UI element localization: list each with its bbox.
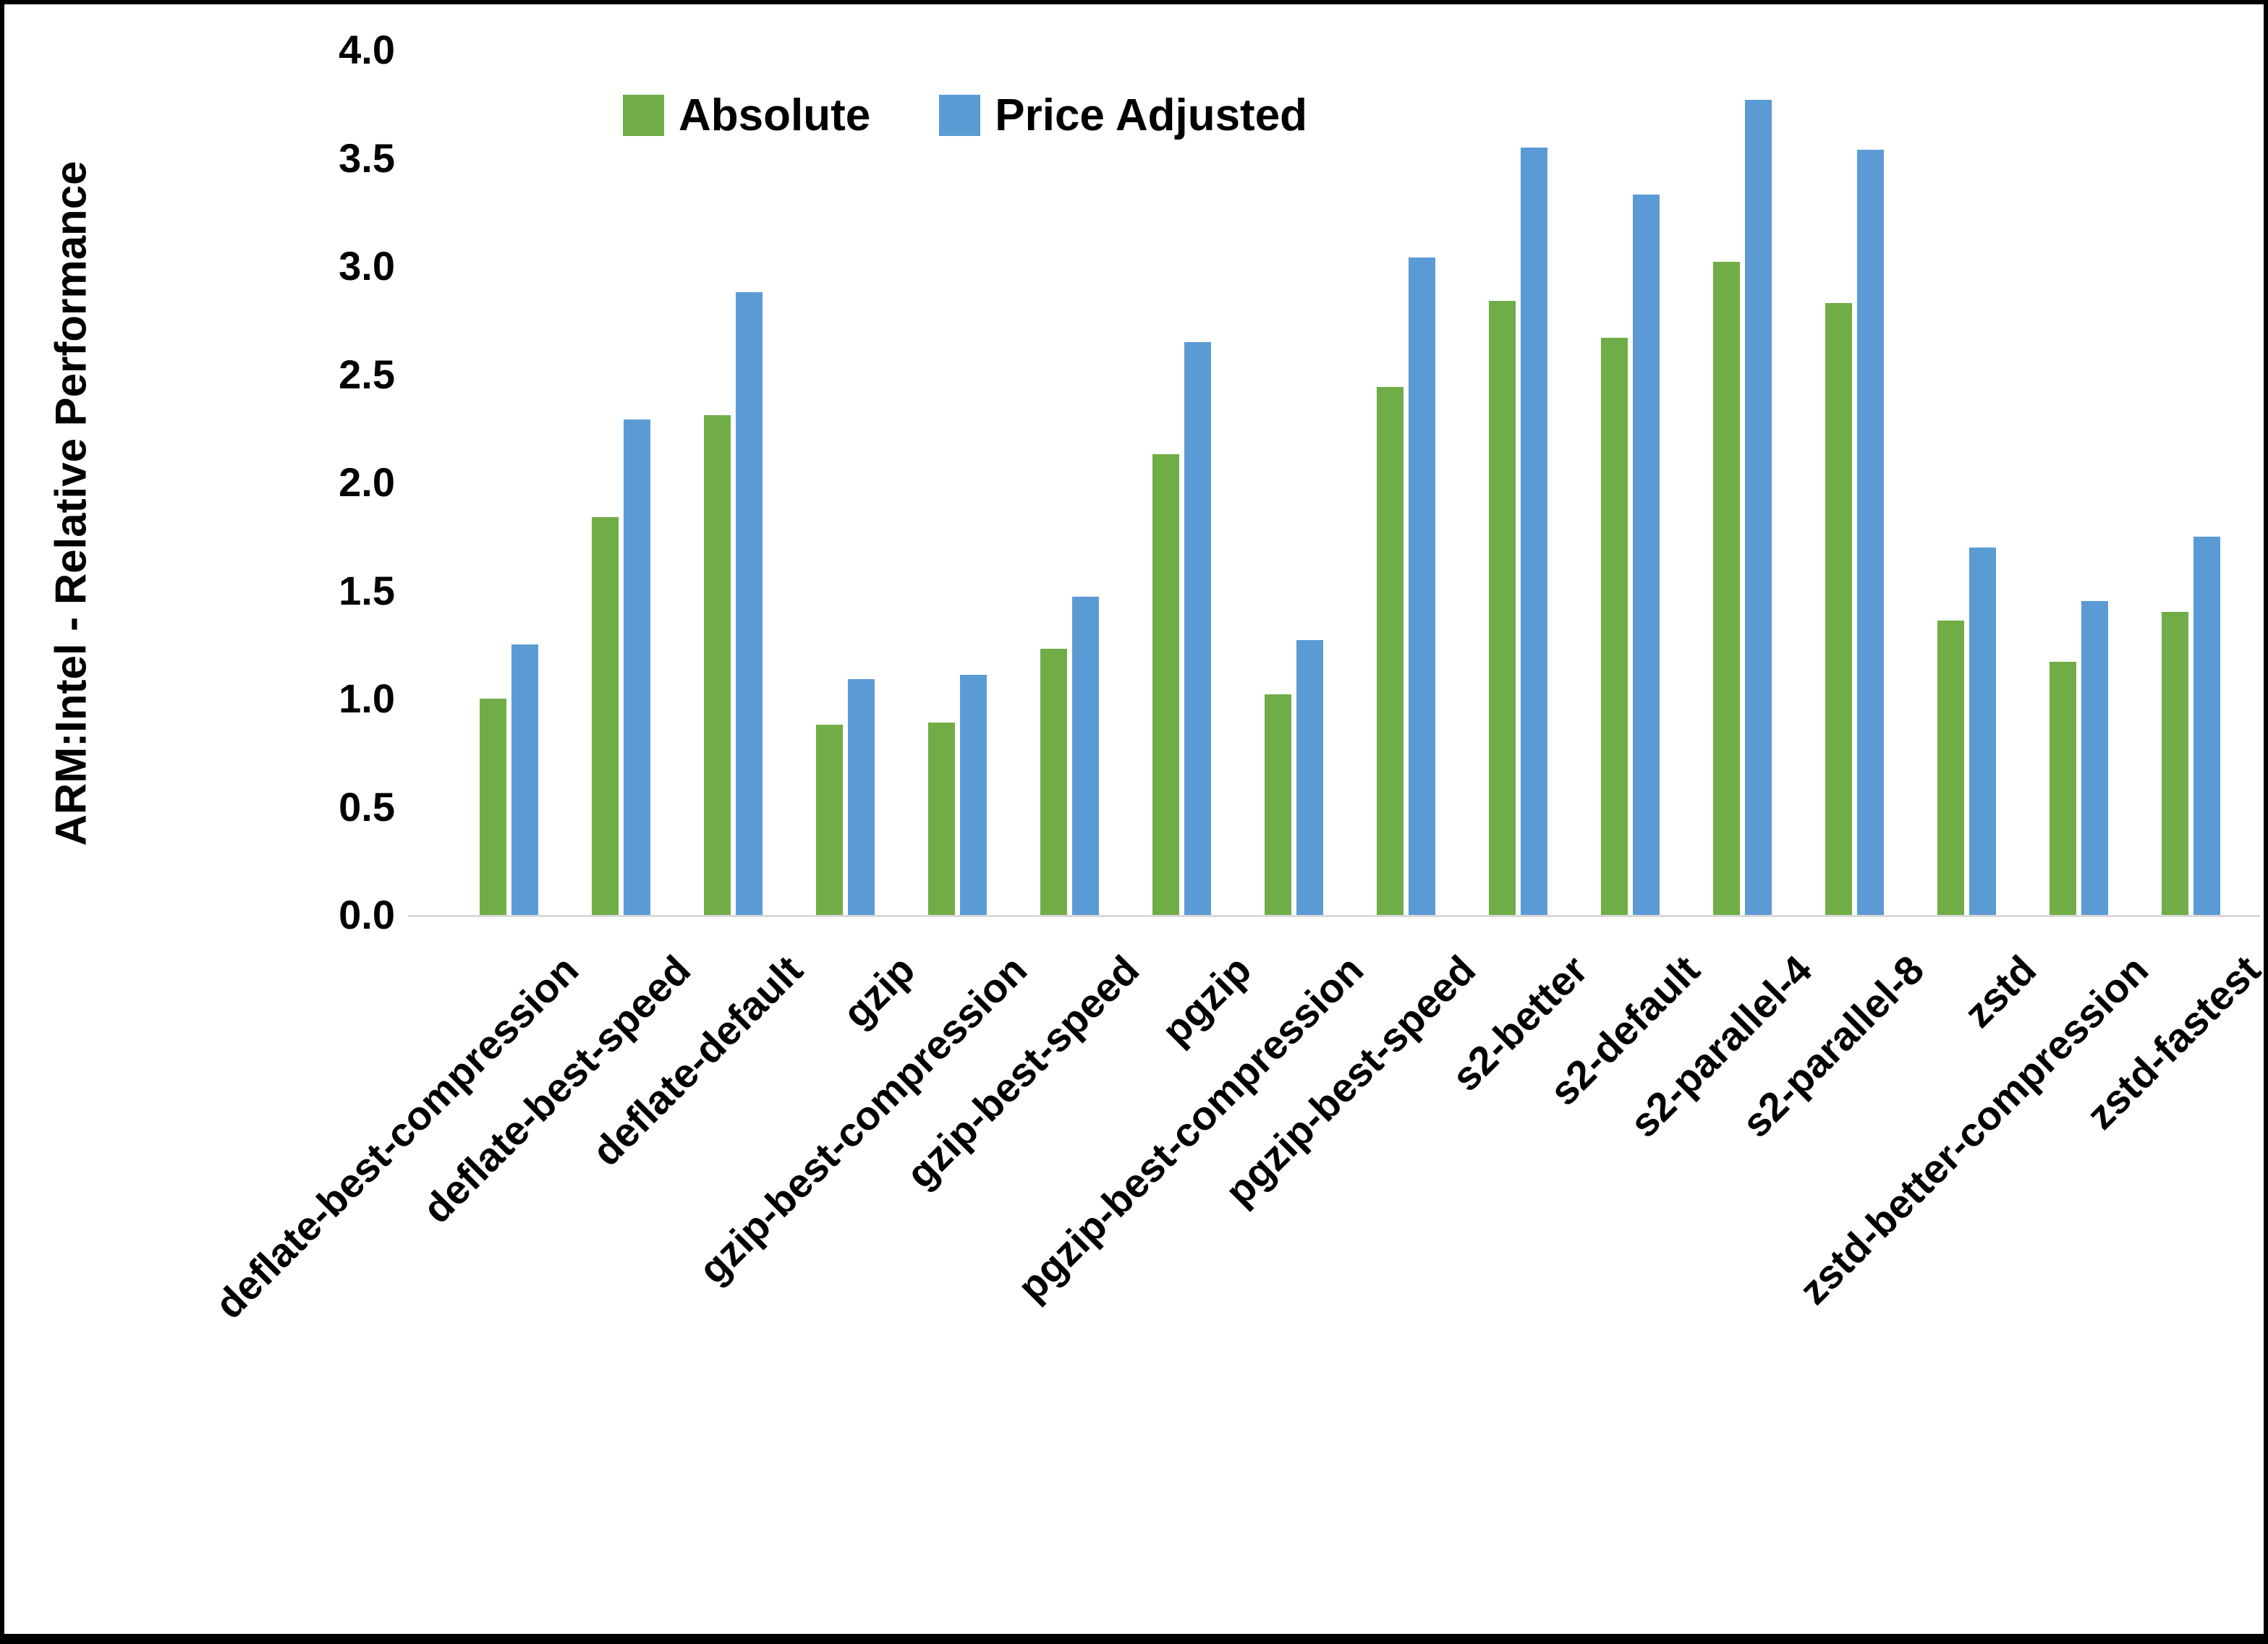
bar-price-adjusted-zstd-fastest xyxy=(2193,536,2220,915)
bar-absolute-s2-better xyxy=(1489,300,1516,915)
bar-price-adjusted-zstd-better-compression xyxy=(2081,601,2108,915)
bar-absolute-s2-default xyxy=(1601,337,1628,915)
y-tick-3.5: 3.5 xyxy=(339,135,395,181)
bar-group-gzip xyxy=(789,4,901,915)
legend-swatch-price-adjusted-icon xyxy=(939,95,981,136)
bar-group-pgzip-best-compression xyxy=(1238,4,1350,915)
y-tick-4.0: 4.0 xyxy=(339,27,395,72)
bar-absolute-gzip-best-speed xyxy=(1040,649,1067,915)
x-axis-line xyxy=(408,915,2260,917)
bar-absolute-zstd xyxy=(1937,621,1964,915)
bar-price-adjusted-gzip-best-compression xyxy=(960,675,987,915)
bar-absolute-s2-parallel-8 xyxy=(1825,302,1852,915)
bar-absolute-gzip-best-compression xyxy=(928,722,955,915)
bar-absolute-gzip xyxy=(816,724,843,915)
bar-group-deflate-best-speed xyxy=(565,4,677,915)
bar-price-adjusted-deflate-best-speed xyxy=(624,419,650,915)
bar-absolute-deflate-default xyxy=(704,415,731,915)
bar-price-adjusted-pgzip-best-compression xyxy=(1296,640,1323,915)
bar-group-pgzip xyxy=(1126,4,1238,915)
bar-price-adjusted-zstd xyxy=(1969,547,1996,915)
bar-group-s2-parallel-8 xyxy=(1798,4,1911,915)
bar-group-zstd-better-compression xyxy=(2023,4,2135,915)
legend-label-price-adjusted: Price Adjusted xyxy=(995,90,1308,140)
plot-area: ARM:Intel - Relative Performance Absolut… xyxy=(4,4,2264,1634)
bar-group-gzip-best-speed xyxy=(1014,4,1126,915)
bar-price-adjusted-gzip-best-speed xyxy=(1072,597,1099,915)
bars-container xyxy=(453,4,2247,915)
bar-group-s2-better xyxy=(1462,4,1574,915)
bar-group-s2-default xyxy=(1574,4,1686,915)
bar-absolute-pgzip-best-speed xyxy=(1377,387,1403,915)
bar-price-adjusted-s2-parallel-4 xyxy=(1745,99,1772,915)
bar-group-deflate-default xyxy=(677,4,789,915)
bar-price-adjusted-s2-default xyxy=(1633,195,1660,915)
bar-group-pgzip-best-speed xyxy=(1350,4,1462,915)
bar-group-zstd xyxy=(1911,4,2023,915)
bar-price-adjusted-s2-parallel-8 xyxy=(1857,149,1884,915)
legend: Absolute Price Adjusted xyxy=(623,90,1307,141)
bar-price-adjusted-deflate-default xyxy=(736,291,763,915)
bar-absolute-pgzip-best-compression xyxy=(1265,694,1291,915)
bar-absolute-zstd-fastest xyxy=(2162,612,2188,915)
x-label-pgzip: pgzip xyxy=(1152,946,1260,1054)
bar-price-adjusted-gzip xyxy=(848,679,875,915)
bar-price-adjusted-pgzip xyxy=(1184,341,1211,915)
x-label-zstd: zstd xyxy=(1955,946,2044,1036)
bar-group-deflate-best-compression xyxy=(453,4,565,915)
bar-absolute-pgzip xyxy=(1152,454,1179,915)
y-tick-2.0: 2.0 xyxy=(339,459,395,505)
bar-group-gzip-best-compression xyxy=(901,4,1014,915)
legend-item-price-adjusted: Price Adjusted xyxy=(939,90,1307,141)
bar-absolute-deflate-best-compression xyxy=(480,699,506,915)
bar-group-s2-parallel-4 xyxy=(1686,4,1798,915)
y-tick-2.5: 2.5 xyxy=(339,351,395,397)
bar-price-adjusted-s2-better xyxy=(1521,147,1547,915)
bar-group-zstd-fastest xyxy=(2135,4,2247,915)
bar-absolute-deflate-best-speed xyxy=(592,516,619,915)
y-axis-title: ARM:Intel - Relative Performance xyxy=(46,161,95,846)
x-label-gzip: gzip xyxy=(833,946,923,1036)
legend-label-absolute: Absolute xyxy=(679,90,871,140)
bar-price-adjusted-pgzip-best-speed xyxy=(1409,257,1435,915)
legend-item-absolute: Absolute xyxy=(623,90,870,141)
y-tick-0.0: 0.0 xyxy=(339,892,395,937)
bar-absolute-s2-parallel-4 xyxy=(1713,262,1740,915)
y-tick-3.0: 3.0 xyxy=(339,243,395,289)
bar-price-adjusted-deflate-best-compression xyxy=(511,644,538,915)
y-tick-1.5: 1.5 xyxy=(339,567,395,613)
y-tick-0.5: 0.5 xyxy=(339,783,395,830)
bar-absolute-zstd-better-compression xyxy=(2050,662,2076,915)
y-tick-1.0: 1.0 xyxy=(339,676,395,721)
legend-swatch-absolute-icon xyxy=(623,95,664,136)
